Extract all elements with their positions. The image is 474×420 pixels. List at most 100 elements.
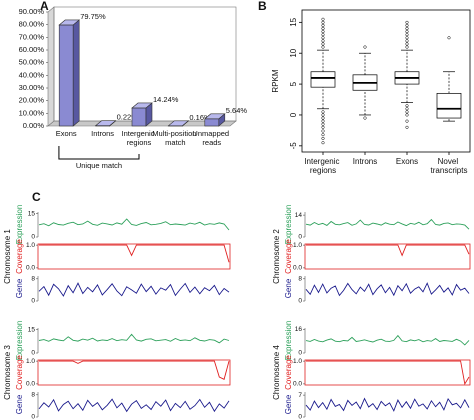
bar-side xyxy=(145,102,153,127)
y-tick-label: 20.00% xyxy=(19,96,45,105)
chromosome-label: Chromosome 2 xyxy=(272,229,281,284)
track-label: Coverage xyxy=(15,239,24,274)
y-tick-label: 0 xyxy=(289,112,298,117)
track-line xyxy=(39,360,230,380)
chromosome-label: Chromosome 1 xyxy=(3,229,12,284)
y-tick-label: 30.00% xyxy=(19,83,45,92)
outlier xyxy=(405,45,409,49)
x-tick-label: Multi-position match xyxy=(152,129,198,147)
x-tick-label: Unmapped reads xyxy=(192,129,231,147)
annotation: Unique match xyxy=(76,161,122,170)
outlier xyxy=(405,30,409,34)
box xyxy=(310,71,336,88)
outlier xyxy=(405,42,409,46)
y-tick-label: 8 xyxy=(31,391,35,398)
track-label: Expression xyxy=(15,321,24,361)
track-frame xyxy=(37,243,231,270)
y-tick-label: 0 xyxy=(298,414,302,420)
outlier xyxy=(405,39,409,43)
x-tick-label: Intergenic regions xyxy=(121,129,156,147)
track-line xyxy=(305,282,470,297)
track-label: Expression xyxy=(284,321,293,361)
y-tick-label: 8 xyxy=(298,275,302,282)
y-tick-label: 90.00% xyxy=(19,7,45,16)
y-tick-label: 14 xyxy=(295,212,303,219)
bar-side xyxy=(182,120,189,127)
panel-label: C xyxy=(32,190,41,204)
outlier xyxy=(405,110,409,114)
outlier xyxy=(405,113,409,117)
x-tick-label: Exons xyxy=(56,129,77,138)
y-tick-label: 80.00% xyxy=(19,20,45,29)
outlier xyxy=(321,125,325,129)
outlier xyxy=(321,39,325,43)
outlier xyxy=(363,45,367,49)
x-tick-label: Novel transcripts xyxy=(431,157,468,175)
bar xyxy=(204,118,220,127)
value-label: 0.16% xyxy=(189,113,211,122)
box xyxy=(436,92,462,119)
outlier xyxy=(405,26,409,31)
chromosome-label: Chromosome 3 xyxy=(3,345,12,400)
track-line xyxy=(306,244,470,257)
track-line xyxy=(305,397,470,412)
bar xyxy=(131,107,147,127)
x-tick-label: Exons xyxy=(396,157,418,166)
bar-side xyxy=(109,120,116,127)
bracket xyxy=(58,146,140,160)
track-line xyxy=(38,282,230,297)
track-label: Gene xyxy=(15,394,24,414)
track-label: Expression xyxy=(15,205,24,245)
y-tick-label: 0.0 xyxy=(293,381,302,388)
track-label: Expression xyxy=(284,205,293,245)
outlier xyxy=(405,20,409,24)
y-tick-label: 8 xyxy=(31,275,35,282)
chromosome-label: Chromosome 4 xyxy=(272,345,281,400)
outlier xyxy=(321,116,325,120)
outlier xyxy=(321,133,325,137)
outlier xyxy=(447,36,451,40)
outlier xyxy=(405,36,409,40)
track-line xyxy=(38,218,230,231)
y-tick-label: 0 xyxy=(31,298,35,305)
y-tick-label: 0 xyxy=(298,298,302,305)
x-tick-label: Introns xyxy=(353,157,377,166)
value-label: 14.24% xyxy=(153,95,179,104)
outlier xyxy=(321,129,325,133)
track-frame xyxy=(37,359,231,386)
y-tick-label: 0.00% xyxy=(23,121,45,130)
track-label: Coverage xyxy=(284,239,293,274)
y-tick-label: 0 xyxy=(31,234,35,241)
y-tick-label: 1.0 xyxy=(293,242,302,249)
y-tick-label: 1.0 xyxy=(26,242,35,249)
track-line xyxy=(38,333,230,344)
y-tick-label: 15 xyxy=(28,326,36,333)
outlier xyxy=(321,110,325,114)
y-tick-label: 60.00% xyxy=(19,45,45,54)
y-tick-label: 7 xyxy=(298,392,302,399)
x-tick-label: Intergenic regions xyxy=(304,157,341,175)
outlier xyxy=(405,104,409,108)
y-axis-label: RPKM xyxy=(271,69,280,92)
outlier xyxy=(321,42,325,46)
track-label: Gene xyxy=(284,394,293,414)
track-line xyxy=(305,334,470,346)
track-label: Gene xyxy=(15,278,24,298)
panel-label: B xyxy=(258,0,267,13)
track-line xyxy=(305,218,470,230)
track-line xyxy=(306,360,470,386)
x-tick-label: Introns xyxy=(91,129,114,138)
outlier xyxy=(321,26,325,31)
side-wall xyxy=(47,6,55,127)
outlier xyxy=(321,45,325,49)
y-tick-label: 1.0 xyxy=(293,358,302,365)
outlier xyxy=(405,33,409,37)
panel-label: A xyxy=(40,0,49,13)
track-label: Gene xyxy=(284,278,293,298)
y-tick-label: 1.0 xyxy=(26,358,35,365)
outlier xyxy=(321,30,325,34)
outlier xyxy=(321,119,325,123)
bar-side xyxy=(72,19,80,127)
